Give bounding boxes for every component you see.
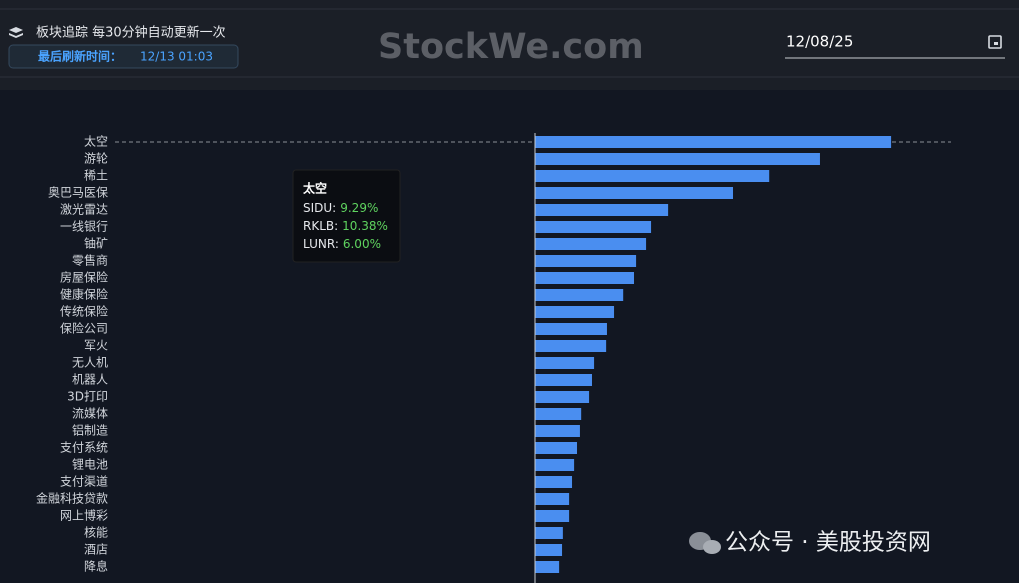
layers-icon	[9, 27, 23, 38]
bar	[535, 459, 575, 471]
category-label: 零售商	[72, 253, 108, 268]
tooltip-item: SIDU: 9.29%	[303, 201, 378, 215]
chart-panel	[0, 90, 1019, 583]
footer-watermark: 公众号 · 美股投资网	[689, 530, 931, 556]
bar	[535, 289, 624, 301]
bar	[535, 306, 615, 318]
calendar-icon[interactable]	[988, 35, 1002, 49]
category-label: 3D打印	[67, 390, 108, 404]
category-label: 支付渠道	[60, 475, 108, 489]
bar	[535, 153, 820, 165]
bar	[535, 374, 592, 386]
category-label: 房屋保险	[60, 270, 108, 285]
bar	[535, 476, 573, 488]
category-label: 奥巴马医保	[48, 186, 108, 200]
category-label: 铀矿	[84, 237, 108, 251]
bar	[535, 425, 580, 437]
category-label: 支付系统	[60, 441, 108, 455]
category-label: 稀土	[84, 169, 108, 183]
bar	[535, 136, 892, 148]
bar	[535, 561, 560, 573]
bar	[535, 187, 734, 199]
category-label: 传统保险	[60, 304, 108, 319]
header-title: 板块追踪 每30分钟自动更新一次	[36, 25, 226, 41]
category-label: 激光雷达	[60, 203, 108, 217]
category-label: 健康保险	[60, 287, 108, 302]
refresh-time: 12/13 01:03	[140, 50, 213, 64]
bar	[535, 408, 582, 420]
tooltip-item: LUNR: 6.00%	[303, 237, 381, 251]
category-label: 机器人	[72, 373, 108, 387]
tooltip-box	[292, 169, 401, 263]
date-input[interactable]: 12/08/25	[786, 33, 853, 51]
category-label: 流媒体	[72, 407, 108, 421]
bar	[535, 527, 563, 539]
category-label: 铝制造	[72, 423, 108, 438]
category-label: 金融科技贷款	[36, 491, 108, 506]
bar	[535, 544, 563, 556]
category-label: 酒店	[84, 543, 108, 557]
bar-chart: 太空游轮稀土奥巴马医保激光雷达一线银行铀矿零售商房屋保险健康保险传统保险保险公司…	[36, 133, 951, 583]
watermark: StockWe.com	[378, 27, 644, 67]
tooltip-name: RKLB:	[303, 219, 338, 233]
category-label: 网上博彩	[60, 508, 108, 523]
tooltip-item: RKLB: 10.38%	[303, 219, 388, 233]
bar	[535, 323, 607, 335]
category-label: 锂电池	[72, 457, 108, 472]
bar	[535, 272, 635, 284]
category-label: 核能	[84, 526, 108, 540]
bar	[535, 170, 770, 182]
category-label: 军火	[84, 339, 108, 353]
bar	[535, 510, 570, 522]
category-label: 游轮	[84, 152, 108, 166]
refresh-label: 最后刷新时间：	[38, 49, 122, 64]
category-label: 保险公司	[60, 321, 108, 336]
bar	[535, 238, 647, 250]
bar	[535, 357, 595, 369]
tooltip-value: 6.00%	[343, 237, 381, 251]
bar	[535, 442, 578, 454]
tooltip-value: 10.38%	[342, 219, 388, 233]
bar	[535, 340, 607, 352]
tooltip-value: 9.29%	[340, 201, 378, 215]
refresh-box	[8, 44, 239, 69]
tooltip-title: 太空	[303, 181, 327, 196]
tooltip-name: SIDU:	[303, 201, 336, 215]
category-label: 一线银行	[60, 220, 108, 234]
bar	[535, 204, 669, 216]
category-label: 无人机	[72, 356, 108, 370]
bar	[535, 221, 652, 233]
tooltip-name: LUNR:	[303, 237, 339, 251]
bar	[535, 255, 637, 267]
category-label: 太空	[84, 134, 108, 149]
category-label: 降息	[84, 559, 108, 574]
footer-text: 公众号 · 美股投资网	[725, 530, 931, 556]
tooltip: 太空 SIDU: 9.29%RKLB: 10.38%LUNR: 6.00%	[292, 169, 401, 263]
bar	[535, 391, 590, 403]
bar	[535, 493, 570, 505]
